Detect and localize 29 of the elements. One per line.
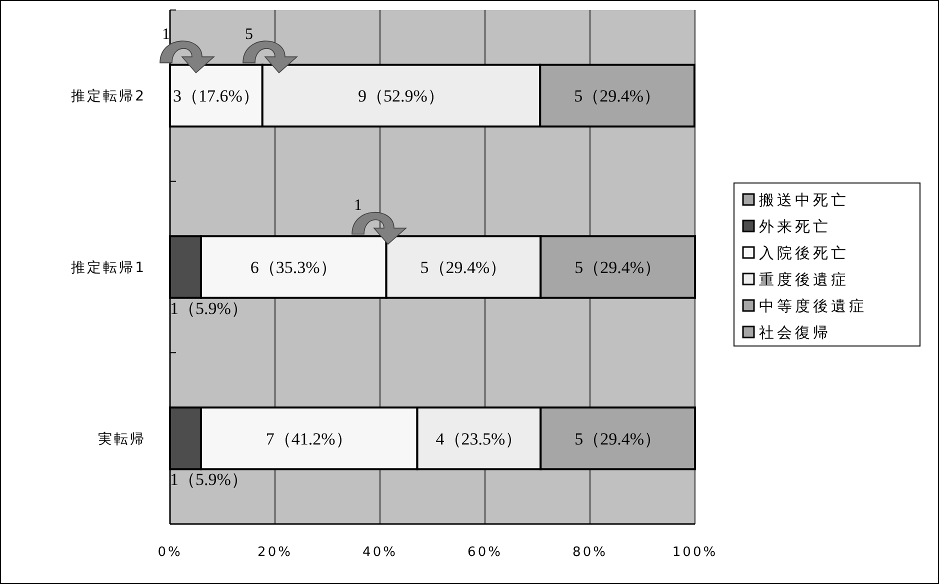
data-label: 1（5.9%） <box>170 298 248 318</box>
legend-label: 搬送中死亡 <box>759 191 849 209</box>
x-tick-label: 0% <box>158 545 182 560</box>
data-label: 7（41.2%） <box>266 429 352 448</box>
x-tick-label: 20% <box>258 545 292 560</box>
annotation: 1 <box>354 197 362 214</box>
y-tick-label: 推定転帰1 <box>71 260 146 276</box>
x-tick-label: 60% <box>468 545 502 560</box>
y-tick-label: 推定転帰2 <box>71 88 146 105</box>
data-label: 5（29.4%） <box>574 86 661 106</box>
data-label: 6（35.3%） <box>250 258 337 277</box>
data-label: 5（29.4%） <box>574 429 662 448</box>
x-tick-label: 100% <box>672 545 718 560</box>
y-tick-label: 実転帰 <box>98 431 146 448</box>
data-label: 1（5.9%） <box>170 470 248 490</box>
data-label: 3（17.6%） <box>172 86 260 106</box>
legend-label: 外来死亡 <box>759 218 831 236</box>
legend-label: 入院後死亡 <box>759 244 849 262</box>
data-label: 9（52.9%） <box>358 86 444 106</box>
data-label: 5（29.4%） <box>420 258 507 277</box>
legend-label: 重度後遺症 <box>759 270 849 288</box>
legend-label: 社会復帰 <box>759 324 831 342</box>
annotation: 1 <box>162 26 170 43</box>
x-tick-label: 80% <box>572 545 608 560</box>
x-tick-label: 40% <box>362 545 398 560</box>
data-label: 4（23.5%） <box>436 429 522 448</box>
legend-label: 中等度後遺症 <box>759 297 867 315</box>
annotation: 5 <box>245 26 253 43</box>
data-label: 5（29.4%） <box>574 258 662 277</box>
